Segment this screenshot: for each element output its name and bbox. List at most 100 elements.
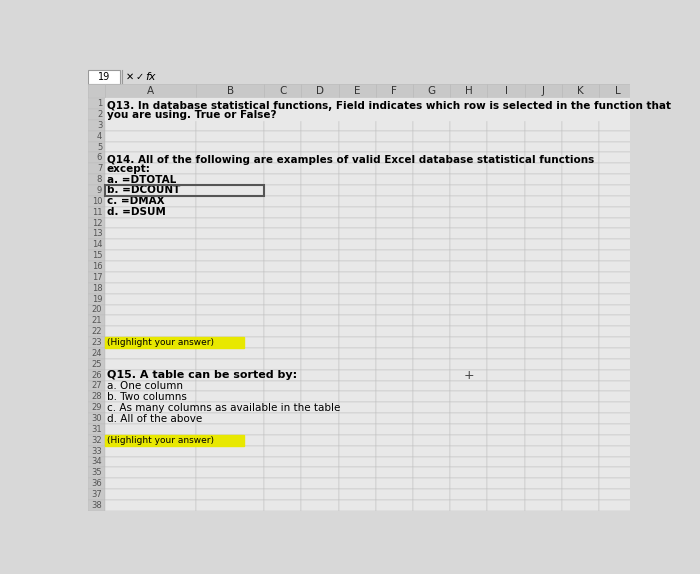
Bar	[487, 185, 524, 196]
Bar	[339, 315, 376, 326]
Bar	[599, 424, 636, 435]
Bar	[196, 261, 264, 272]
Bar	[599, 478, 636, 489]
Text: 3: 3	[97, 121, 102, 130]
Bar	[196, 500, 264, 511]
Bar	[302, 174, 339, 185]
Bar	[450, 84, 487, 98]
Bar	[562, 445, 599, 456]
Bar	[104, 261, 196, 272]
Bar	[339, 489, 376, 500]
Bar	[376, 413, 413, 424]
Bar	[487, 250, 524, 261]
Bar	[376, 228, 413, 239]
Bar	[196, 467, 264, 478]
Bar	[450, 456, 487, 467]
Bar	[88, 250, 104, 261]
Text: 36: 36	[92, 479, 102, 488]
Bar	[196, 294, 264, 304]
Bar	[88, 467, 104, 478]
Bar	[339, 304, 376, 315]
Text: 22: 22	[92, 327, 102, 336]
Bar	[524, 500, 562, 511]
Bar	[196, 131, 264, 142]
Bar	[487, 304, 524, 315]
Bar	[487, 196, 524, 207]
Bar	[413, 500, 450, 511]
Bar	[524, 98, 562, 109]
Bar	[196, 207, 264, 218]
Bar	[302, 315, 339, 326]
Bar	[524, 348, 562, 359]
Bar	[339, 435, 376, 445]
Bar	[376, 500, 413, 511]
Text: 29: 29	[92, 403, 102, 412]
Bar	[487, 294, 524, 304]
Bar	[302, 337, 339, 348]
Bar	[302, 489, 339, 500]
Bar	[524, 239, 562, 250]
Bar	[196, 109, 264, 120]
Bar	[413, 131, 450, 142]
Bar	[599, 294, 636, 304]
Bar	[413, 185, 450, 196]
Bar	[487, 456, 524, 467]
Bar	[562, 478, 599, 489]
Bar	[196, 120, 264, 131]
Bar	[413, 445, 450, 456]
Text: 34: 34	[92, 457, 102, 467]
Bar	[487, 326, 524, 337]
Bar	[302, 283, 339, 294]
Bar	[487, 164, 524, 174]
Text: ✕: ✕	[126, 72, 134, 82]
Bar	[524, 207, 562, 218]
Bar	[450, 228, 487, 239]
Bar	[450, 207, 487, 218]
Text: c. =DMAX: c. =DMAX	[107, 196, 164, 206]
Bar	[413, 467, 450, 478]
Bar	[376, 239, 413, 250]
Bar	[302, 131, 339, 142]
Bar	[104, 185, 196, 196]
Bar	[104, 272, 196, 283]
Bar	[487, 84, 524, 98]
Bar	[302, 109, 339, 120]
Bar	[196, 489, 264, 500]
Text: 5: 5	[97, 142, 102, 152]
Bar	[562, 348, 599, 359]
Bar	[376, 218, 413, 228]
Bar	[264, 131, 302, 142]
Bar	[450, 413, 487, 424]
Bar	[339, 478, 376, 489]
Bar	[196, 435, 264, 445]
Bar	[413, 435, 450, 445]
Bar	[450, 196, 487, 207]
Bar	[599, 174, 636, 185]
Bar	[599, 120, 636, 131]
Bar	[264, 185, 302, 196]
Bar	[376, 402, 413, 413]
Bar	[104, 250, 196, 261]
Bar	[88, 381, 104, 391]
Bar	[487, 381, 524, 391]
Text: c. As many columns as available in the table: c. As many columns as available in the t…	[107, 403, 340, 413]
Bar	[450, 164, 487, 174]
Bar	[524, 84, 562, 98]
Bar	[487, 109, 524, 120]
Bar	[302, 84, 339, 98]
Bar	[339, 402, 376, 413]
Bar	[104, 164, 196, 174]
Bar	[264, 261, 302, 272]
Bar	[339, 84, 376, 98]
Bar	[196, 315, 264, 326]
Bar	[524, 228, 562, 239]
Bar	[376, 435, 413, 445]
Bar	[104, 435, 196, 445]
Bar	[562, 142, 599, 153]
Bar	[562, 456, 599, 467]
Bar	[413, 424, 450, 435]
Bar	[562, 261, 599, 272]
Bar	[524, 315, 562, 326]
Bar	[196, 381, 264, 391]
Bar	[264, 304, 302, 315]
